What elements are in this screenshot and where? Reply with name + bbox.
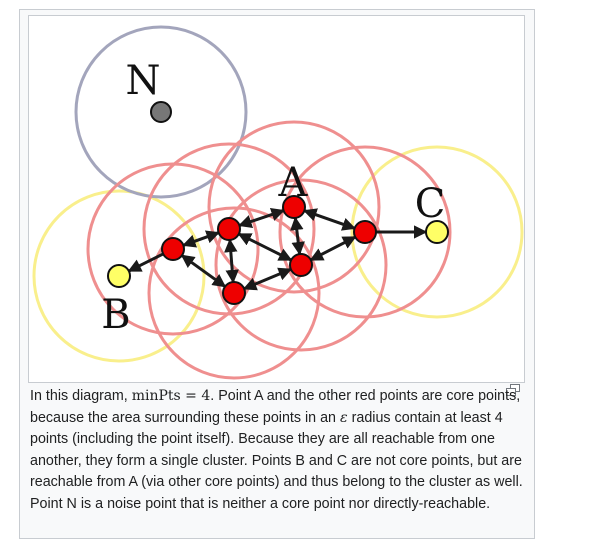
epsilon-ring-p5: [278, 145, 452, 319]
point-p5: [353, 220, 377, 244]
point-p1: [217, 217, 241, 241]
caption-math: minPts = 4: [131, 388, 211, 404]
reach-arrow-a-p4: [290, 216, 305, 256]
label-c: C: [415, 181, 446, 227]
reach-arrow-p1-p4: [237, 232, 293, 262]
reach-arrow-p1-p2: [182, 230, 220, 248]
label-n: N: [126, 58, 161, 104]
reach-arrow-p1-p3: [224, 238, 239, 284]
diagram-canvas: N A B C: [32, 25, 524, 380]
figure-thumbnail: N A B C In this diagram, minPts = 4. Poi…: [19, 9, 535, 539]
reach-arrow-a-p5: [303, 208, 356, 231]
caption-text-2: . Point A and the other red points are c…: [30, 388, 521, 426]
point-a: [282, 195, 306, 219]
reach-arrow-p4-p5: [309, 235, 357, 262]
point-b: [107, 264, 131, 288]
point-p3: [222, 281, 246, 305]
point-c: [425, 220, 449, 244]
epsilon-ring-n: [74, 25, 248, 199]
epsilon-ring-c: [350, 145, 524, 319]
label-a: A: [278, 160, 309, 206]
point-p4: [289, 253, 313, 277]
label-b: B: [101, 292, 130, 338]
reach-arrow-p2-b: [127, 252, 164, 273]
point-n: [150, 101, 172, 123]
dbscan-diagram[interactable]: N A B C: [28, 15, 525, 383]
caption-text-3: radius contain at least 4 points (includ…: [30, 409, 523, 512]
point-p2: [161, 237, 185, 261]
epsilon-ring-a: [207, 120, 381, 294]
figure-caption: In this diagram, minPts = 4. Point A and…: [30, 386, 526, 516]
caption-text-1: In this diagram,: [30, 388, 132, 404]
epsilon-ring-p3: [147, 206, 321, 380]
reach-arrow-p2-p3: [180, 254, 227, 288]
caption-epsilon: ε: [339, 409, 348, 426]
reach-arrow-p3-p4: [242, 267, 293, 291]
reach-arrow-a-p1: [238, 208, 285, 228]
enlarge-icon[interactable]: [506, 384, 520, 396]
